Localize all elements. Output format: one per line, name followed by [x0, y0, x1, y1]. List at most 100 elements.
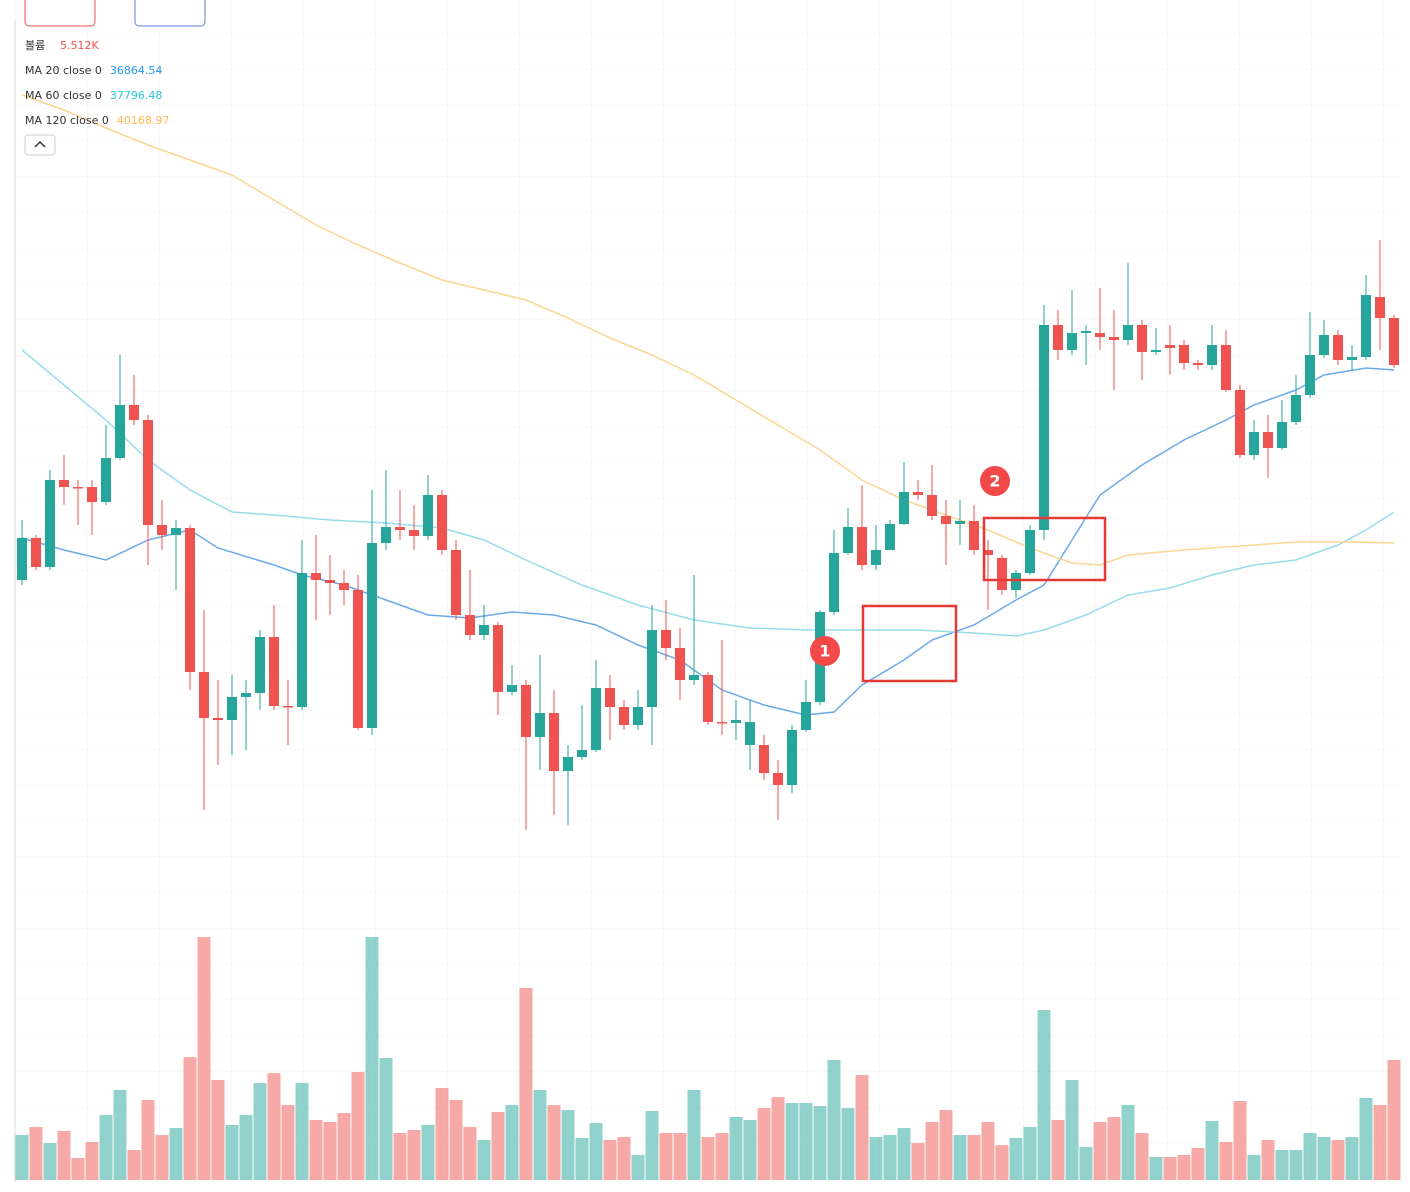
- candle-body: [549, 713, 559, 771]
- collapse-button[interactable]: [24, 134, 56, 156]
- legend-name: 볼륨: [25, 39, 45, 52]
- volume-bar: [29, 1127, 43, 1180]
- volume-bar: [743, 1120, 757, 1180]
- volume-bar: [925, 1122, 939, 1180]
- candle-body: [171, 528, 181, 535]
- candle-body: [885, 524, 895, 550]
- annotation-text: 2: [989, 472, 1000, 491]
- candle-body: [1235, 390, 1245, 455]
- candle-body: [227, 697, 237, 720]
- volume-bar: [1205, 1121, 1219, 1180]
- volume-bar: [365, 937, 379, 1180]
- candle-body: [899, 492, 909, 524]
- candle-body: [1263, 432, 1273, 448]
- legend-value: 5.512K: [60, 39, 99, 52]
- candle-body: [451, 550, 461, 615]
- annotation-badge: [980, 466, 1010, 496]
- candle-body: [619, 707, 629, 725]
- candle-body: [927, 495, 937, 516]
- volume-bar: [127, 1150, 141, 1180]
- volume-bar: [183, 1057, 197, 1180]
- volume-bar: [869, 1137, 883, 1180]
- candle-body: [507, 685, 517, 692]
- legend-name: MA 20 close 0: [25, 64, 102, 77]
- volume-bar: [1317, 1137, 1331, 1180]
- volume-bar: [505, 1105, 519, 1180]
- volume-bar: [1359, 1098, 1373, 1180]
- candle-body: [1137, 325, 1147, 352]
- volume-bar: [659, 1133, 673, 1180]
- volume-bar: [855, 1075, 869, 1180]
- candle-body: [1305, 355, 1315, 395]
- candle-body: [759, 745, 769, 773]
- volume-bar: [1065, 1080, 1079, 1180]
- volume-bar: [323, 1122, 337, 1180]
- volume-bar: [1345, 1137, 1359, 1180]
- candle-body: [143, 420, 153, 525]
- volume-bar: [351, 1072, 365, 1180]
- candle-body: [353, 590, 363, 728]
- candle-body: [479, 625, 489, 635]
- volume-bar: [379, 1058, 393, 1180]
- candle-body: [843, 527, 853, 553]
- volume-bar: [1261, 1140, 1275, 1180]
- legend-value: 37796.48: [110, 89, 163, 102]
- candle-body: [213, 718, 223, 720]
- candle-body: [717, 722, 727, 724]
- volume-bar: [1107, 1117, 1121, 1180]
- volume-bar: [463, 1127, 477, 1180]
- volume-bar: [1009, 1138, 1023, 1180]
- candle-body: [1151, 350, 1161, 352]
- candle-body: [1207, 345, 1217, 365]
- volume-bar: [57, 1131, 71, 1180]
- candle-body: [87, 487, 97, 502]
- volume-bar: [827, 1060, 841, 1180]
- candle-body: [423, 495, 433, 536]
- volume-bar: [113, 1090, 127, 1180]
- volume-bar: [253, 1083, 267, 1180]
- volume-bar: [771, 1097, 785, 1180]
- volume-bar: [1303, 1133, 1317, 1180]
- candle-body: [269, 637, 279, 706]
- candle-body: [1291, 395, 1301, 422]
- volume-bar: [43, 1143, 57, 1180]
- candle-body: [633, 707, 643, 725]
- volume-bar: [519, 988, 533, 1180]
- candle-body: [465, 615, 475, 635]
- volume-bar: [169, 1128, 183, 1180]
- candle-body: [773, 773, 783, 785]
- volume-bar: [1247, 1155, 1261, 1180]
- volume-bar: [1289, 1150, 1303, 1180]
- candle-body: [955, 521, 965, 524]
- volume-bar: [295, 1083, 309, 1180]
- candle-body: [535, 713, 545, 737]
- candle-body: [1081, 331, 1091, 333]
- volume-bar: [687, 1090, 701, 1180]
- background-grid: [15, 0, 1400, 1180]
- volume-bar: [1037, 1010, 1051, 1180]
- cut-button[interactable]: [134, 0, 206, 27]
- candle-body: [801, 702, 811, 730]
- candle-body: [101, 458, 111, 502]
- volume-bar: [1135, 1133, 1149, 1180]
- legend: 볼륨 5.512K MA 20 close 0 36864.54 MA 60 clo…: [25, 39, 169, 127]
- volume-bar: [1051, 1120, 1065, 1180]
- volume-bar: [645, 1111, 659, 1180]
- candle-body: [115, 405, 125, 458]
- legend-name: MA 60 close 0: [25, 89, 102, 102]
- highlight-box: [982, 516, 1107, 582]
- volume-bar: [225, 1125, 239, 1180]
- volume-bar: [533, 1090, 547, 1180]
- candle-body: [521, 685, 531, 737]
- volume-bar: [197, 937, 211, 1180]
- volume-bar: [883, 1135, 897, 1180]
- legend-value: 40168.97: [117, 114, 170, 127]
- cut-button[interactable]: [24, 0, 96, 27]
- volume-bar: [421, 1125, 435, 1180]
- candle-body: [1123, 325, 1133, 340]
- candle-body: [647, 630, 657, 707]
- volume-bar: [547, 1105, 561, 1180]
- volume-bar: [1023, 1127, 1037, 1180]
- candle-body: [73, 487, 83, 489]
